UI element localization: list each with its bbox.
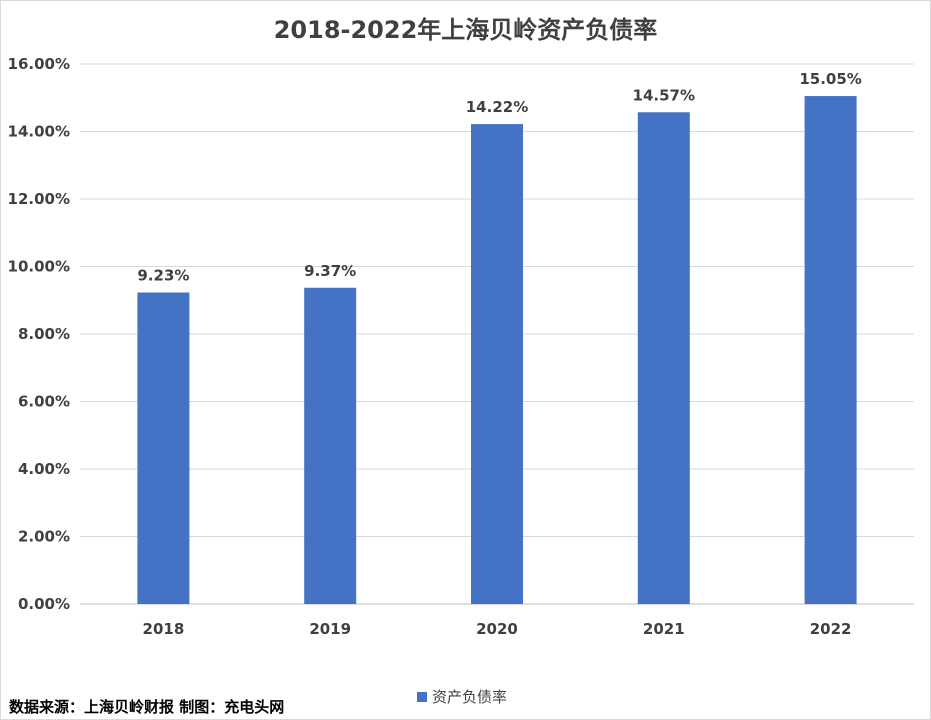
y-tick-label: 14.00%	[8, 123, 70, 141]
data-label: 9.23%	[137, 266, 189, 284]
x-tick-label: 2019	[309, 620, 351, 638]
y-tick-label: 4.00%	[18, 460, 70, 478]
y-tick-label: 0.00%	[18, 595, 70, 613]
bar	[304, 287, 357, 604]
bar	[637, 112, 690, 604]
x-tick-label: 2021	[643, 620, 685, 638]
legend: 资产负债率	[417, 686, 507, 707]
x-tick-label: 2018	[143, 620, 185, 638]
x-tick-label: 2022	[810, 620, 852, 638]
bar	[471, 124, 523, 604]
data-label: 14.22%	[466, 98, 528, 116]
y-tick-label: 12.00%	[8, 190, 70, 208]
data-label: 9.37%	[304, 262, 356, 280]
y-tick-label: 6.00%	[18, 393, 70, 411]
source-note: 数据来源：上海贝岭财报 制图：充电头网	[9, 698, 285, 716]
data-label: 14.57%	[633, 86, 695, 104]
x-tick-label: 2020	[476, 620, 518, 638]
data-label: 15.05%	[799, 70, 861, 88]
legend-swatch	[417, 691, 427, 702]
legend-label: 资产负债率	[432, 688, 508, 706]
bar	[137, 292, 190, 604]
y-tick-label: 2.00%	[18, 528, 70, 546]
bar	[804, 96, 857, 604]
y-tick-label: 10.00%	[8, 258, 70, 276]
chart-title: 2018-2022年上海贝岭资产负债率	[273, 16, 658, 44]
y-tick-label: 8.00%	[18, 325, 70, 343]
y-tick-label: 16.00%	[8, 55, 70, 73]
